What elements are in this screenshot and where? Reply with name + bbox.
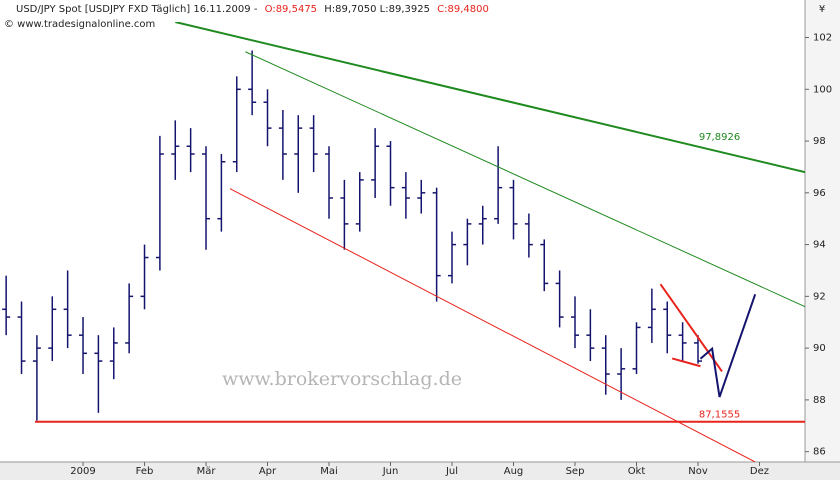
ohlc-bar	[125, 283, 134, 354]
watermark: www.brokervorschlag.de	[222, 368, 462, 390]
ohlc-bar	[555, 270, 564, 328]
x-tick-label: Feb	[136, 466, 154, 477]
y-axis-panel	[805, 0, 840, 462]
x-tick-label: Dez	[750, 466, 769, 477]
trend-line	[229, 188, 756, 462]
ohlc-bar	[140, 244, 149, 310]
x-tick-label: Aug	[504, 466, 524, 477]
ohlc-bar	[524, 213, 533, 258]
ohlc-bar	[232, 76, 241, 173]
ohlc-bar	[2, 275, 11, 336]
title-part: USD/JPY Spot [USDJPY FXD Täglich] 16.11.…	[16, 4, 258, 15]
ohlc-bar	[494, 146, 503, 224]
x-tick-label: Apr	[259, 466, 277, 477]
x-tick-label: Mai	[320, 466, 338, 477]
subtitle: © www.tradesignalonline.com	[4, 19, 155, 30]
y-tick-label: 98	[813, 136, 826, 147]
y-tick-label: 92	[813, 291, 826, 302]
ohlc-bar	[186, 128, 195, 173]
x-tick-label: Okt	[628, 466, 646, 477]
title-part: H:89,7050 L:89,3925	[324, 4, 430, 15]
ohlc-bar	[217, 154, 226, 232]
trend-line	[245, 51, 805, 308]
y-tick-label: 96	[813, 188, 826, 199]
trend-line	[699, 293, 757, 398]
ohlc-bar	[463, 218, 472, 266]
ohlc-bar	[448, 231, 457, 284]
ohlc-bar	[202, 146, 211, 250]
ohlc-bar	[509, 179, 518, 240]
ohlc-bar	[432, 187, 441, 302]
y-tick-label: 100	[813, 84, 832, 95]
ohlc-bar	[586, 309, 595, 362]
plot-area	[2, 22, 805, 462]
ohlc-bar	[417, 179, 426, 214]
x-tick-label: Nov	[688, 466, 708, 477]
ohlc-bar	[478, 205, 487, 245]
ohlc-bar	[325, 146, 334, 219]
title-part: C:89,4800	[437, 4, 489, 15]
y-tick-label: 86	[813, 447, 826, 458]
x-tick-label: 2009	[70, 466, 95, 477]
ohlc-bar	[632, 322, 641, 374]
ohlc-bar	[79, 317, 88, 374]
trend-line	[659, 283, 723, 372]
ohlc-bar	[371, 128, 380, 198]
ohlc-bar	[17, 301, 26, 374]
trend-line	[175, 22, 805, 174]
ohlc-bar	[571, 296, 579, 349]
trend-line	[671, 357, 701, 368]
ohlc-bar	[278, 110, 287, 180]
y-tick-label: 90	[813, 343, 826, 354]
level-label: 87,1555	[699, 410, 740, 421]
ohlc-bar	[693, 335, 702, 364]
x-tick-label: Jun	[382, 466, 399, 477]
ohlc-bar	[340, 179, 349, 250]
ohlc-bar	[48, 296, 57, 362]
y-tick-label: 94	[813, 240, 826, 251]
ohlc-bar	[309, 115, 318, 173]
ohlc-bar	[263, 89, 272, 147]
ohlc-bar	[171, 120, 180, 180]
x-tick-label: Jul	[445, 466, 458, 477]
ohlc-bar	[540, 239, 549, 292]
ohlc-bar	[109, 327, 118, 380]
title-part: O:89,5475	[265, 4, 317, 15]
ohlc-bar	[647, 288, 656, 343]
chart-title: USD/JPY Spot [USDJPY FXD Täglich] 16.11.…	[16, 4, 489, 15]
ohlc-bar	[678, 322, 687, 362]
y-tick-label: 102	[813, 33, 832, 44]
ohlc-bar	[617, 348, 626, 400]
ohlc-bar	[63, 270, 72, 349]
ohlc-bar	[248, 50, 257, 116]
ohlc-bar	[94, 335, 103, 413]
ohlc-bar	[155, 135, 164, 271]
x-tick-label: Sep	[566, 466, 585, 477]
ohlc-bar	[386, 141, 395, 206]
ohlc-bar	[663, 301, 672, 354]
ohlc-bar	[32, 335, 41, 421]
x-tick-label: Mär	[197, 466, 217, 477]
ohlc-bar	[401, 172, 410, 219]
ohlc-bar	[355, 172, 364, 232]
ohlc-bar	[294, 115, 303, 193]
level-label: 97,8926	[699, 132, 740, 143]
x-axis-panel	[0, 462, 840, 480]
currency-symbol: ¥	[819, 4, 825, 15]
y-tick-label: 88	[813, 395, 826, 406]
